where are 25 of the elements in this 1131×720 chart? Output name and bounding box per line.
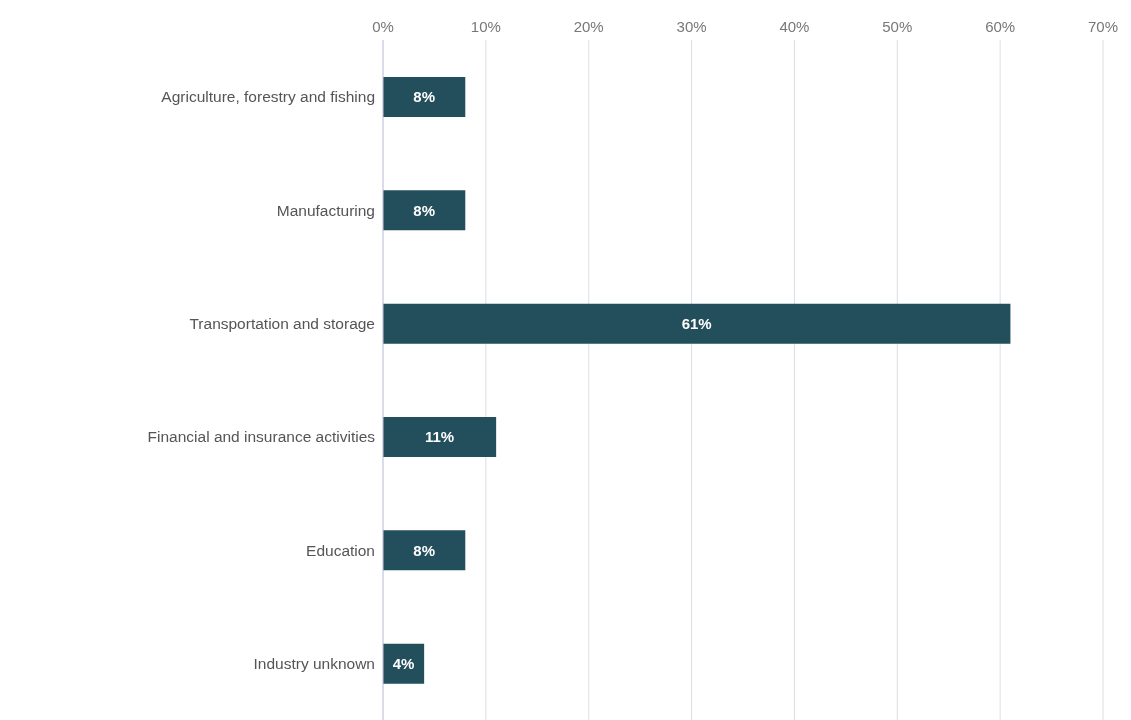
x-tick-label: 70% xyxy=(1087,18,1119,35)
y-tick-label: Transportation and storage xyxy=(189,314,375,332)
bar xyxy=(383,530,466,571)
x-tick-label: 60% xyxy=(985,18,1016,35)
data-label: 8% xyxy=(413,88,435,106)
x-tick-label: 20% xyxy=(573,18,604,35)
data-label: 4% xyxy=(392,654,415,672)
x-tick-label: 30% xyxy=(676,18,707,35)
y-tick-label: Education xyxy=(306,541,375,559)
bar xyxy=(383,77,466,117)
bar xyxy=(383,417,497,457)
x-tick-label: 50% xyxy=(882,18,913,35)
x-tick-label: 0% xyxy=(372,18,394,35)
data-label: 61% xyxy=(681,314,712,332)
data-label: 8% xyxy=(413,541,435,559)
y-tick-label: Manufacturing xyxy=(276,201,375,219)
y-tick-label: Financial and insurance activities xyxy=(147,428,376,446)
bar xyxy=(383,190,466,231)
x-tick-label: 40% xyxy=(779,18,810,35)
y-tick-label: Industry unknown xyxy=(253,654,375,672)
x-tick-label: 10% xyxy=(470,18,501,35)
data-label: 8% xyxy=(413,201,435,219)
y-tick-label: Agriculture, forestry and fishing xyxy=(161,88,375,106)
data-label: 11% xyxy=(424,428,455,446)
bar xyxy=(383,303,1011,344)
